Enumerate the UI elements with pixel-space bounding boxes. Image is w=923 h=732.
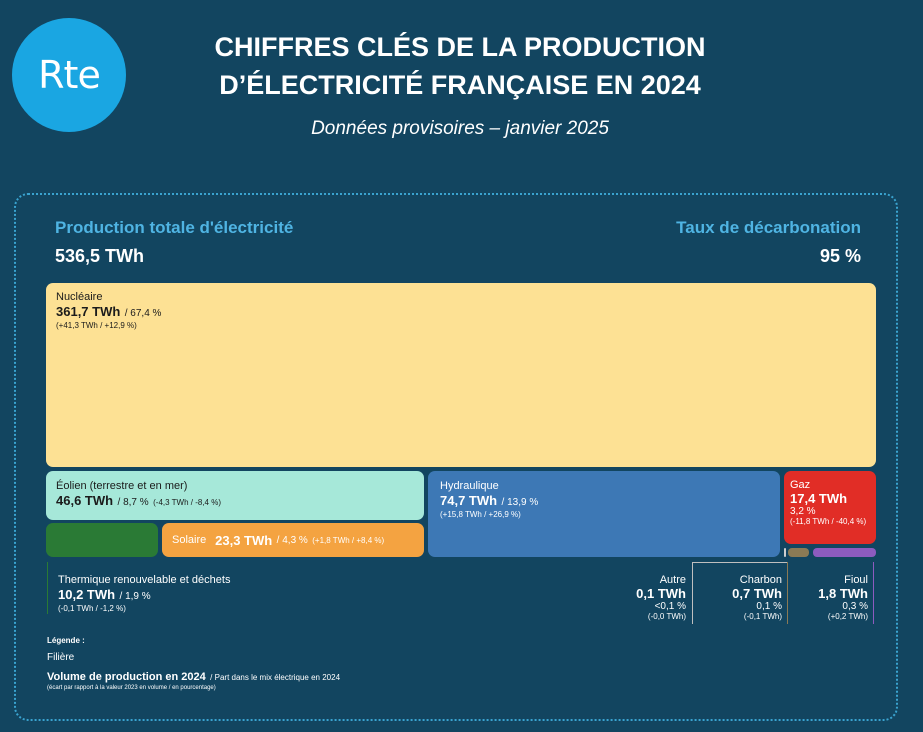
legend-filiere: Filière [47,652,75,663]
autre-name: Autre [659,574,686,586]
fioul-value: 1,8 TWh [818,586,868,601]
gaz-share: 3,2 % [790,506,816,517]
leader-bracket-autre [692,562,787,563]
tile-solaire: Solaire 23,3 TWh / 4,3 % (+1,8 TWh / +8,… [162,523,424,557]
solaire-share: / 4,3 % [276,534,308,546]
gaz-name: Gaz [790,479,811,491]
title-line-1: CHIFFRES CLÉS DE LA PRODUCTION [214,32,706,62]
legend-part: / Part dans le mix électrique en 2024 [210,673,341,682]
gaz-value: 17,4 TWh [790,491,848,506]
eolien-value: 46,6 TWh [56,493,114,508]
thermique-delta: (-0,1 TWh / -1,2 %) [58,604,126,613]
rte-logo: Rte [12,18,126,132]
charbon-value: 0,7 TWh [732,586,782,601]
tile-gaz: Gaz 17,4 TWh 3,2 % (-11,8 TWh / -40,4 %) [784,471,876,544]
thermique-share: / 1,9 % [119,591,151,602]
page-title: CHIFFRES CLÉS DE LA PRODUCTION D’ÉLECTRI… [140,28,780,104]
page-subtitle: Données provisoires – janvier 2025 [311,118,609,139]
leader-line-autre [692,562,693,624]
hydraulique-delta: (+15,8 TWh / +26,9 %) [440,510,521,519]
hydraulique-share: / 13,9 % [501,497,539,508]
tile-hydraulique: Hydraulique 74,7 TWh / 13,9 % (+15,8 TWh… [428,471,780,557]
charbon-name: Charbon [739,574,782,586]
tile-thermique [46,523,158,557]
label-charbon: Charbon 0,7 TWh 0,1 % (-0,1 TWh) [696,574,782,621]
tile-autre [784,548,786,557]
hydraulique-value: 74,7 TWh [440,493,498,508]
total-production-value: 536,5 TWh [55,246,145,266]
fioul-name: Fioul [844,574,868,586]
leader-line-fioul [873,562,874,624]
solaire-delta: (+1,8 TWh / +8,4 %) [312,535,385,545]
leader-line-thermique [47,562,48,614]
solaire-name: Solaire [172,534,207,546]
solaire-value: 23,3 TWh [215,532,273,548]
eolien-delta: (-4,3 TWh / -8,4 %) [153,498,221,507]
label-autre: Autre 0,1 TWh <0,1 % (-0,0 TWh) [600,574,686,621]
charbon-delta: (-0,1 TWh) [743,612,782,621]
eolien-share: / 8,7 % [117,497,149,508]
gaz-delta: (-11,8 TWh / -40,4 %) [790,517,867,526]
legend-ecart: (écart par rapport à la valeur 2023 en v… [47,685,216,691]
chart-frame [14,193,898,721]
legend-volume: Volume de production en 2024 [47,671,206,683]
label-thermique: Thermique renouvelable et déchets 10,2 T… [58,574,230,613]
hydraulique-name: Hydraulique [440,480,499,492]
leader-line-charbon [787,562,788,624]
tile-eolien: Éolien (terrestre et en mer) 46,6 TWh / … [46,471,424,520]
thermique-name: Thermique renouvelable et déchets [58,574,231,586]
autre-value: 0,1 TWh [636,586,686,601]
nucleaire-name: Nucléaire [56,291,103,303]
fioul-delta: (+0,2 TWh) [827,612,868,621]
nucleaire-delta: (+41,3 TWh / +12,9 %) [56,321,137,330]
autre-share: <0,1 % [654,601,686,612]
tile-charbon [788,548,809,557]
nucleaire-value: 361,7 TWh [56,304,121,319]
nucleaire-share: / 67,4 % [124,308,162,319]
logo-text: Rte [38,53,101,97]
eolien-name: Éolien (terrestre et en mer) [56,480,188,492]
total-production-label: Production totale d'électricité [55,218,294,237]
decarbonation-label: Taux de décarbonation [676,218,861,237]
thermique-value: 10,2 TWh [58,587,116,602]
label-fioul: Fioul 1,8 TWh 0,3 % (+0,2 TWh) [792,574,868,621]
tile-nucleaire: Nucléaire 361,7 TWh / 67,4 % (+41,3 TWh … [46,283,876,467]
legend-title: Légende : [47,636,85,645]
fioul-share: 0,3 % [842,601,868,612]
charbon-share: 0,1 % [756,601,782,612]
autre-delta: (-0,0 TWh) [647,612,686,621]
tile-fioul [813,548,876,557]
legend: Légende : Filière Volume de production e… [47,636,340,691]
title-line-2: D’ÉLECTRICITÉ FRANÇAISE EN 2024 [219,70,701,100]
decarbonation-value: 95 % [819,246,861,266]
